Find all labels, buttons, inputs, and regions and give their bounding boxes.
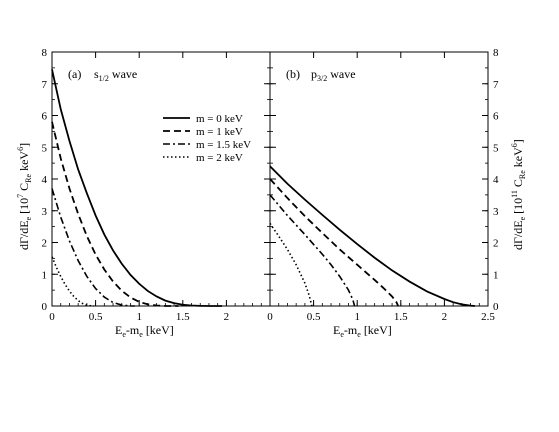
panel-a: 0 0.5 1 1.5 2 0 1 2 3 4 5 6 7 8 (a) s1/2 wave Ee-me … [16,47,271,339]
panel-b-y-tick-label: 3 [493,206,499,218]
panel-b-y-tick-label: 8 [493,47,499,59]
panel-b-series-line-2 [269,178,399,307]
panel-b-series-line-4 [269,222,313,307]
panel-b-ylabel: dΓ/dEe [1011 CRe keV6] [510,139,527,250]
panel-b-x-tick-label: 2.5 [481,311,495,323]
panel-a-y-tick-label: 1 [42,269,48,281]
panel-a-x-tick-label: 0 [49,311,55,323]
panel-a-y-tick-label: 8 [42,47,48,59]
panel-a-title: s1/2 wave [94,67,137,83]
panel-a-x-tick-label: 1 [136,311,142,323]
legend-entry-label: m = 2 keV [196,152,243,164]
panel-b-y-tick-label: 1 [493,269,499,281]
legend-entry-label: m = 1.5 keV [196,139,251,151]
panel-a-x-tick-label: 0.5 [89,311,103,323]
panel-b-y-tick-label: 6 [493,111,499,123]
panel-a-series-line-3 [51,188,135,307]
panel-b-title: p3/2 wave [311,67,356,83]
panel-b-series [269,165,475,307]
panel-a-y-tick-label: 5 [42,142,48,154]
panel-b-x-tick-label: 1 [354,311,360,323]
panel-b-y-tick-label: 4 [493,174,499,186]
panel-a-x-tick-label: 1.5 [176,311,190,323]
panel-b-y-tick-label: 5 [493,142,499,154]
panel-a-frame [51,51,271,307]
panel-a-series [51,69,223,307]
panel-b-y-tick-label: 0 [493,301,499,313]
panel-b-x-tick-label: 0.5 [307,311,321,323]
panel-a-series-line-1 [51,69,223,307]
panel-a-y-tick-label: 4 [42,174,48,186]
panel-b-y-ticks: 0 1 2 3 4 5 6 7 8 [270,47,499,313]
panel-a-y-ticks: 0 1 2 3 4 5 6 7 8 [42,47,270,313]
panel-a-x-tick-label: 2 [224,311,230,323]
legend-entry-label: m = 1 keV [196,126,243,138]
panel-b-x-tick-label: 1.5 [394,311,408,323]
panel-b-y-tick-label: 2 [493,238,499,250]
panel-a-y-tick-label: 6 [42,111,48,123]
panel-b-label: (b) [286,67,300,81]
panel-a-x-ticks: 0 0.5 1 1.5 2 [49,52,271,323]
panel-b-series-line-1 [269,165,475,307]
panel-b-series-line-3 [269,194,356,307]
panel-b-frame [269,51,489,307]
panel-b-x-ticks: 0 0.5 1 1.5 2 2.5 [267,52,495,323]
panel-a-y-tick-label: 3 [42,206,48,218]
panel-b-x-tick-label: 2 [442,311,448,323]
panel-b-x-tick-label: 0 [267,311,273,323]
panel-a-y-tick-label: 7 [42,79,48,91]
panel-a-label: (a) [68,67,81,81]
panel-a-xlabel: Ee-me [keV] [115,323,174,339]
panel-a-ylabel: dΓ/dEe [107 CRe keV6] [16,143,33,250]
panel-b: 0 0.5 1 1.5 2 2.5 0 1 2 3 4 5 6 7 8 (b) p3/2 wave Ee-… [267,47,527,339]
panel-a-y-tick-label: 2 [42,238,48,250]
panel-a-series-line-2 [51,121,179,307]
panel-a-y-tick-label: 0 [42,301,48,313]
legend-entry-label: m = 0 keV [196,113,243,125]
panel-b-xlabel: Ee-me [keV] [333,323,392,339]
panel-b-y-tick-label: 7 [493,79,499,91]
panel-a-series-line-4 [51,256,94,307]
